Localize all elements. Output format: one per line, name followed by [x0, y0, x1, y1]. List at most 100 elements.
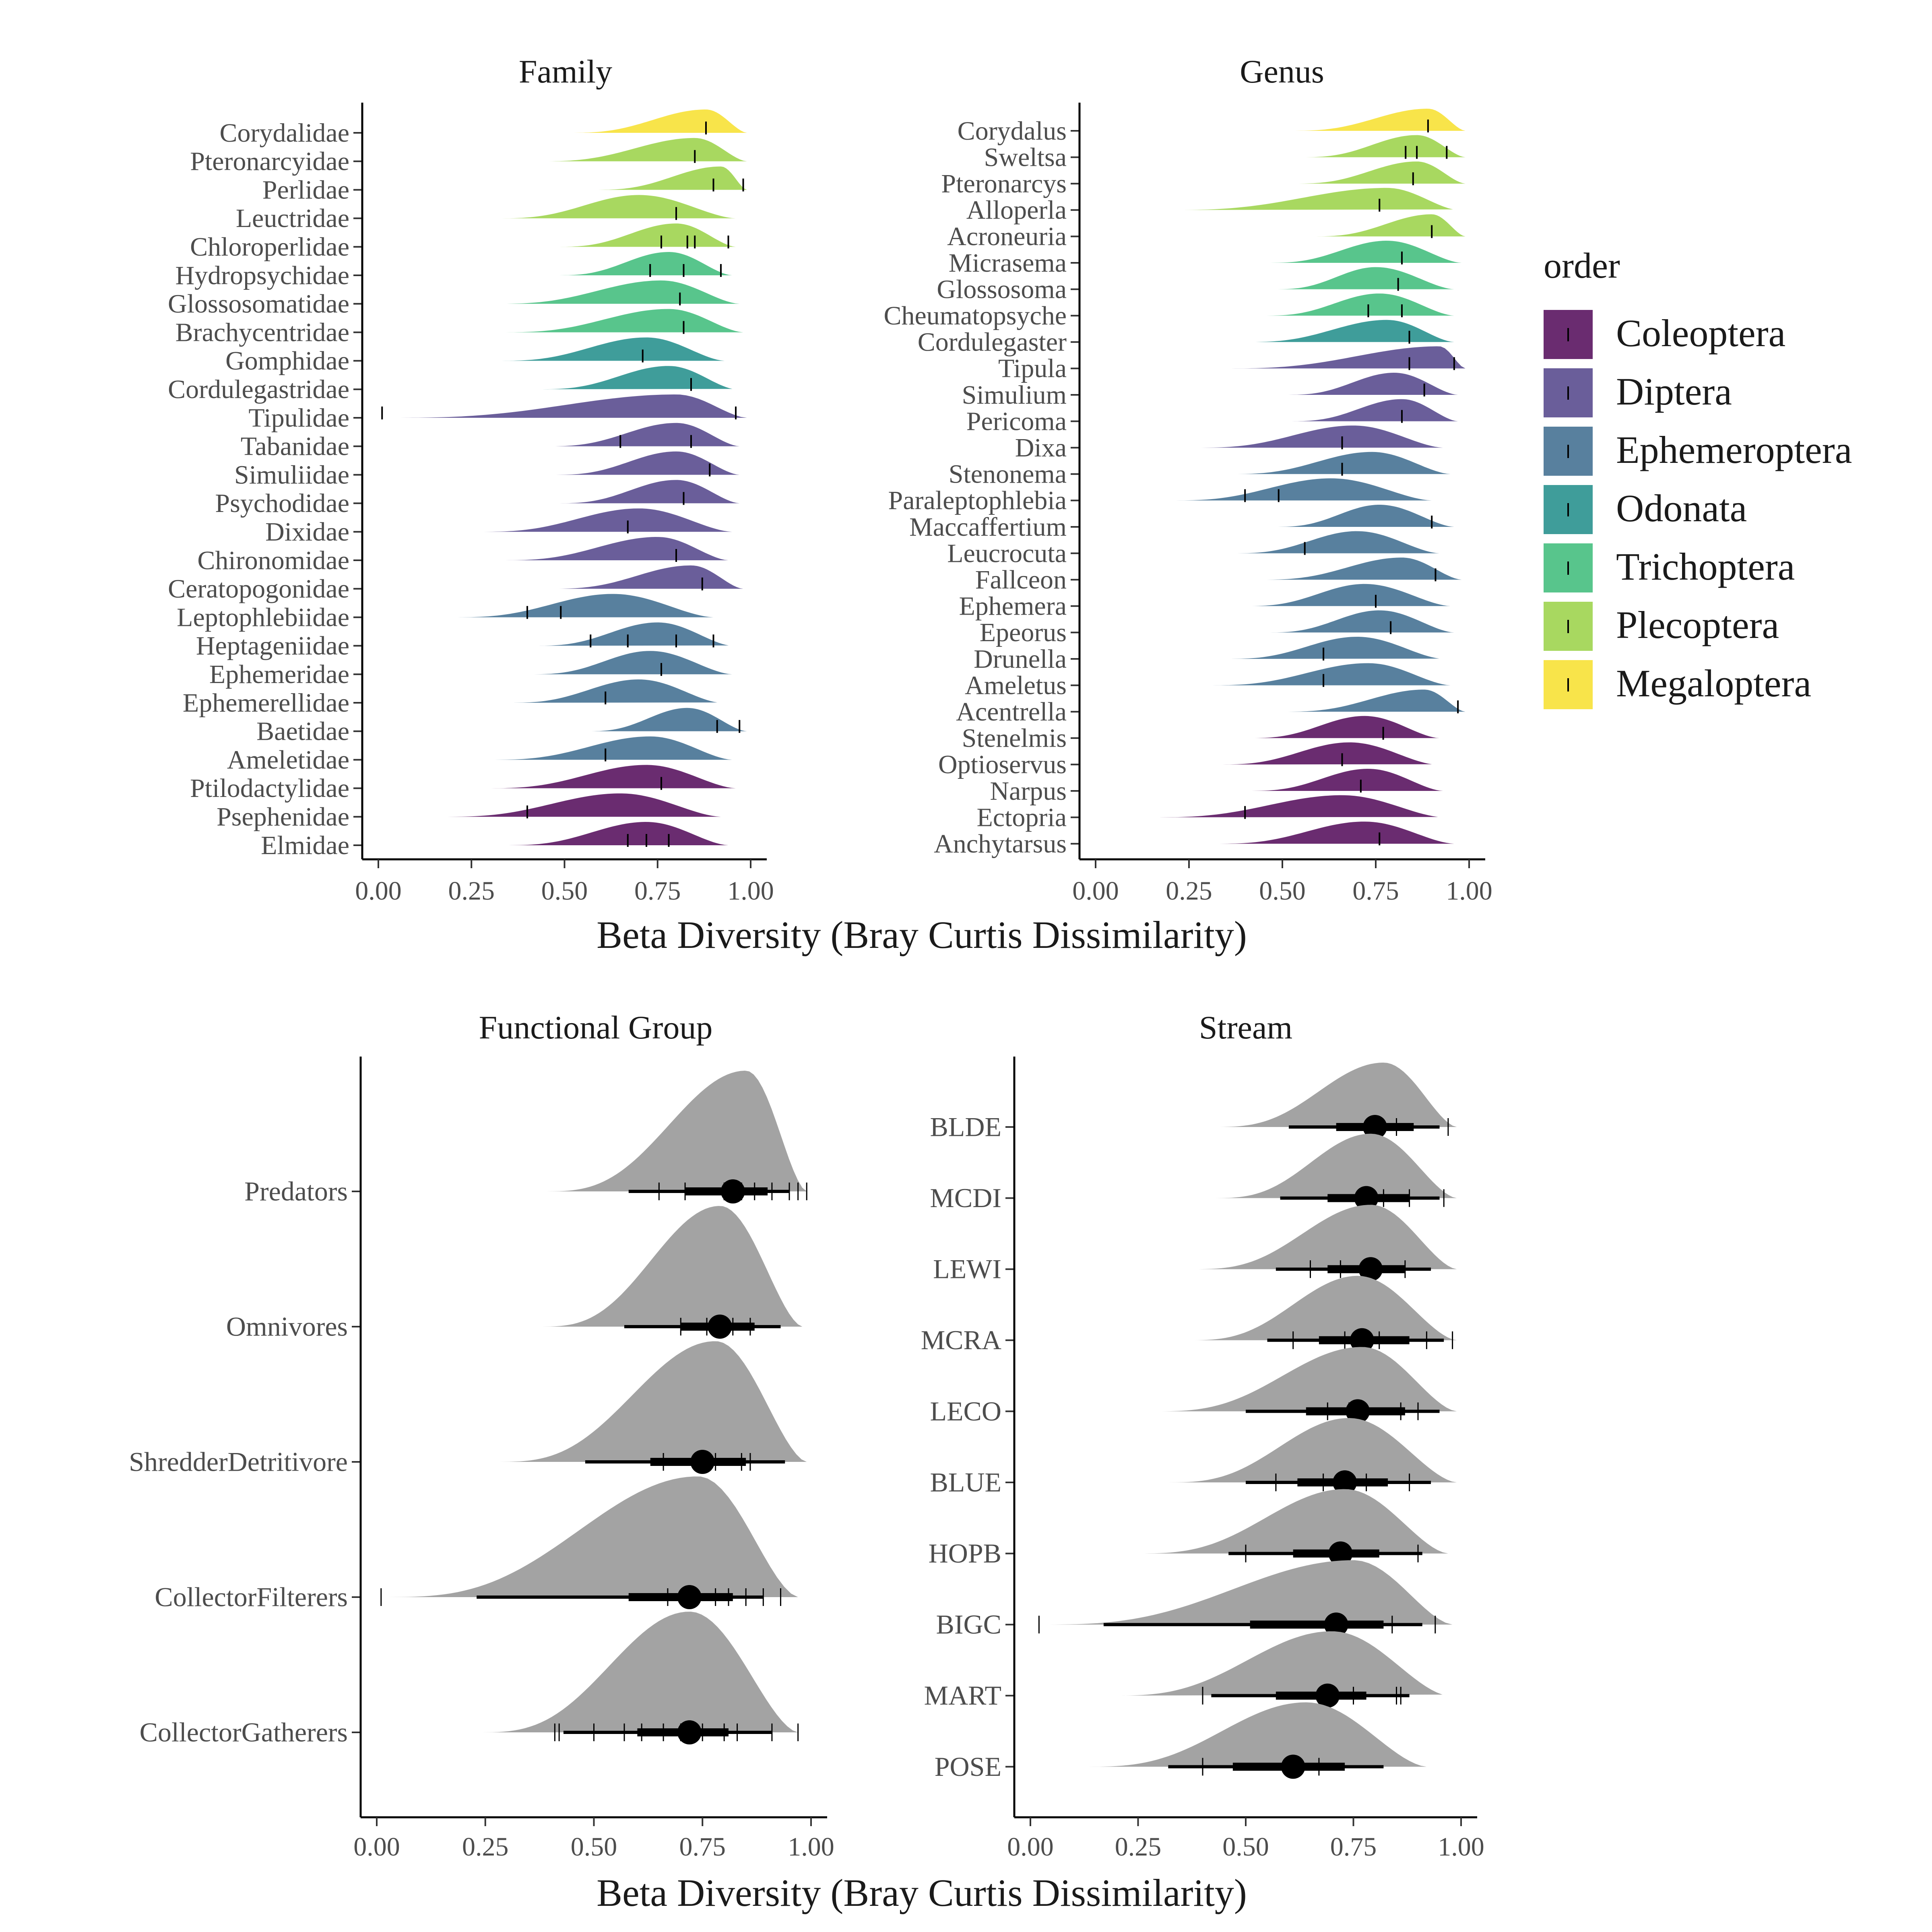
- row-mart: MART: [924, 1631, 1443, 1711]
- density-paraleptophlebia: [1166, 478, 1432, 501]
- density-glossosomatidae: [490, 280, 740, 304]
- density-dixa: [1193, 425, 1443, 448]
- y-label-hopb: HOPB: [929, 1538, 1001, 1569]
- density-omnivores: [537, 1206, 803, 1327]
- density-tipulidae: [382, 394, 747, 418]
- density-elmidae: [501, 822, 729, 845]
- density-mcdi: [1211, 1133, 1457, 1198]
- y-label-elmidae: Elmidae: [261, 831, 349, 860]
- row-dixidae: Dixidae: [265, 508, 732, 547]
- panel-family: FamilyCorydalidaePteronarcyidaePerlidaeL…: [168, 53, 774, 906]
- point-estimate-mcdi: [1354, 1186, 1379, 1210]
- y-label-ameletidae: Ameletidae: [227, 745, 349, 774]
- density-corydalus: [1286, 109, 1466, 131]
- y-label-anchytarsus: Anchytarsus: [934, 829, 1067, 859]
- row-collectorfilterers: CollectorFilterers: [155, 1476, 798, 1612]
- density-leucrocuta: [1230, 531, 1439, 553]
- density-ephemerellidae: [505, 679, 718, 703]
- row-glossosomatidae: Glossosomatidae: [168, 280, 740, 319]
- density-lewi: [1189, 1205, 1457, 1269]
- y-label-tabanidae: Tabanidae: [241, 432, 349, 461]
- density-baetidae: [583, 708, 747, 731]
- density-blde: [1211, 1063, 1457, 1127]
- legend-label-plecoptera: Plecoptera: [1616, 603, 1779, 646]
- row-leucrocuta: Leucrocuta: [947, 531, 1439, 568]
- y-label-baetidae: Baetidae: [256, 717, 349, 746]
- y-label-psychodidae: Psychodidae: [215, 489, 349, 518]
- legend-item-trichoptera: Trichoptera: [1544, 543, 1795, 592]
- x-tick-label-functional-group-2: 0.50: [571, 1832, 617, 1862]
- point-estimate-pose: [1281, 1754, 1305, 1779]
- y-label-pteronarcys: Pteronarcys: [941, 169, 1067, 198]
- density-bigc: [1034, 1560, 1453, 1625]
- row-tabanidae: Tabanidae: [241, 423, 740, 461]
- y-label-ectopria: Ectopria: [976, 803, 1067, 832]
- density-glossosoma: [1271, 267, 1454, 289]
- point-estimate-predators: [720, 1179, 745, 1203]
- point-estimate-collectorfilterers: [677, 1585, 702, 1609]
- x-tick-label-genus-3: 0.75: [1352, 876, 1399, 906]
- density-predators: [542, 1071, 807, 1191]
- legend-item-coleoptera: Coleoptera: [1544, 310, 1785, 359]
- density-tipula: [1219, 346, 1466, 369]
- density-corydalidae: [564, 109, 747, 133]
- legend-title: order: [1544, 246, 1620, 286]
- row-cordulegaster: Cordulegaster: [918, 320, 1454, 357]
- row-ameletus: Ameletus: [965, 663, 1451, 700]
- y-label-stenelmis: Stenelmis: [962, 724, 1067, 753]
- row-predators: Predators: [244, 1071, 807, 1206]
- row-fallceon: Fallceon: [975, 557, 1462, 594]
- x-tick-label-stream-1: 0.25: [1115, 1832, 1162, 1862]
- point-estimate-hopb: [1328, 1541, 1353, 1566]
- density-simulium: [1282, 373, 1458, 395]
- density-tabanidae: [542, 423, 740, 446]
- row-hydropsychidae: Hydropsychidae: [175, 252, 732, 290]
- row-blue: BLUE: [930, 1418, 1457, 1497]
- y-label-ephemerellidae: Ephemerellidae: [183, 688, 349, 718]
- y-label-collectorfilterers: CollectorFilterers: [155, 1581, 348, 1612]
- x-tick-label-functional-group-3: 0.75: [679, 1832, 726, 1862]
- point-estimate-bigc: [1324, 1612, 1348, 1637]
- y-label-sweltsa: Sweltsa: [984, 142, 1067, 172]
- y-label-corydalus: Corydalus: [958, 116, 1067, 146]
- y-label-mcdi: MCDI: [930, 1183, 1001, 1213]
- panel-genus: Genus CorydalusSweltsaPteronarcysAlloperl…: [883, 53, 1492, 906]
- density-ephemera: [1241, 584, 1451, 606]
- y-label-hydropsychidae: Hydropsychidae: [175, 261, 349, 290]
- density-heptageniidae: [531, 622, 729, 646]
- y-label-heptageniidae: Heptageniidae: [196, 631, 349, 661]
- row-stenonema: Stenonema: [949, 452, 1451, 489]
- density-gomphidae: [493, 337, 725, 361]
- x-tick-label-stream-0: 0.00: [1007, 1832, 1054, 1862]
- x-tick-label-genus-1: 0.25: [1166, 876, 1212, 906]
- density-maccaffertium: [1271, 505, 1454, 527]
- density-optioservus: [1215, 742, 1432, 765]
- density-ameletus: [1204, 663, 1451, 685]
- x-tick-label-family-2: 0.50: [541, 876, 588, 906]
- x-axis-title-bottom: Beta Diversity (Bray Curtis Dissimilarit…: [597, 1871, 1247, 1914]
- density-ectopria: [1148, 795, 1438, 817]
- density-blue: [1164, 1418, 1457, 1482]
- y-label-ameletus: Ameletus: [965, 671, 1067, 700]
- density-cordulegastridae: [535, 366, 733, 390]
- row-leco: LECO: [930, 1347, 1457, 1426]
- legend-label-ephemeroptera: Ephemeroptera: [1616, 428, 1852, 471]
- y-label-chironomidae: Chironomidae: [197, 546, 349, 575]
- density-stenelmis: [1245, 716, 1439, 738]
- y-label-ceratopogonidae: Ceratopogonidae: [168, 574, 349, 604]
- row-ptilodactylidae: Ptilodactylidae: [190, 765, 736, 803]
- row-epeorus: Epeorus: [980, 610, 1454, 647]
- density-pteronarcyidae: [535, 138, 747, 161]
- y-label-optioservus: Optioservus: [938, 750, 1067, 779]
- y-label-lewi: LEWI: [933, 1254, 1001, 1284]
- row-narpus: Narpus: [990, 769, 1443, 806]
- y-label-glossosomatidae: Glossosomatidae: [168, 289, 349, 319]
- row-pose: POSE: [935, 1702, 1427, 1782]
- row-mcdi: MCDI: [930, 1133, 1457, 1213]
- point-estimate-mcra: [1350, 1328, 1374, 1352]
- density-anchytarsus: [1211, 822, 1454, 844]
- row-pteronarcys: Pteronarcys: [941, 161, 1466, 198]
- density-leco: [1151, 1347, 1457, 1412]
- y-label-pericoma: Pericoma: [966, 407, 1067, 436]
- row-acentrella: Acentrella: [956, 689, 1466, 727]
